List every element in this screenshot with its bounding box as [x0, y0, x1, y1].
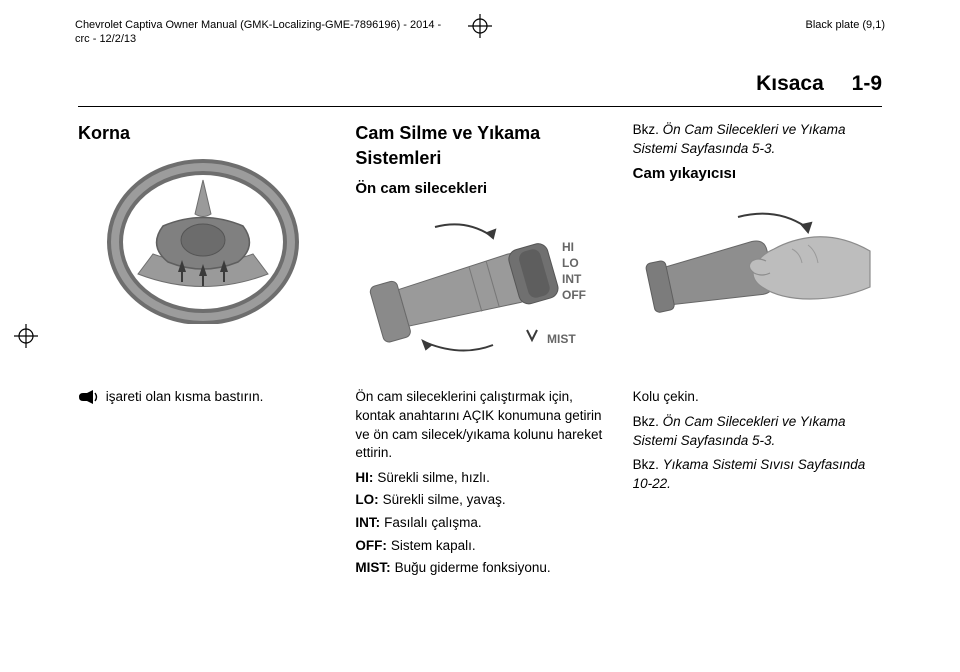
header-left: Chevrolet Captiva Owner Manual (GMK-Loca… [75, 18, 441, 47]
stalk-label-mist: MIST [547, 332, 576, 346]
ref-3-prefix: Bkz. [633, 457, 663, 472]
steering-wheel-illustration [98, 154, 308, 324]
stalk-label-off: OFF [562, 288, 586, 302]
wiper-heading: Cam Silme ve Yıkama Sistemleri [355, 121, 604, 171]
wiper-intro: Ön cam sileceklerini çalıştırmak için, k… [355, 388, 604, 463]
ref-1-prefix: Bkz. [633, 122, 663, 137]
lower-columns: işareti olan kısma bastırın. Ön cam sile… [78, 388, 882, 582]
registration-mark-left [14, 324, 38, 348]
ref-3-link: Yıkama Sistemi Sıvısı Sayfasında 10-22. [633, 457, 866, 491]
header-right: Black plate (9,1) [806, 18, 885, 32]
page-title-row: Kısaca 1-9 [78, 72, 882, 96]
washer-subheading: Cam yıkayıcısı [633, 164, 882, 185]
horn-icon [78, 390, 100, 410]
ref-2-prefix: Bkz. [633, 414, 663, 429]
wiper-stalk-illustration: HI LO INT OFF MIST [365, 205, 595, 370]
def-int: INT:Fasılalı çalışma. [355, 514, 604, 533]
section-name: Kısaca [756, 72, 824, 95]
header-left-line1: Chevrolet Captiva Owner Manual (GMK-Loca… [75, 19, 441, 31]
stalk-label-hi: HI [562, 240, 574, 254]
column-3: Bkz. Ön Cam Silecekleri ve Yıkama Sistem… [633, 121, 882, 380]
upper-columns: Korna Cam Silme ve Yıkama Sistemleri [78, 121, 882, 380]
def-off: OFF:Sistem kapalı. [355, 537, 604, 556]
lower-column-2: Ön cam sileceklerini çalıştırmak için, k… [355, 388, 604, 582]
lower-column-3: Kolu çekin. Bkz. Ön Cam Silecekleri ve Y… [633, 388, 882, 582]
ref-2-link: Ön Cam Silecekleri ve Yıkama Sistemi Say… [633, 414, 846, 448]
page-header: Chevrolet Captiva Owner Manual (GMK-Loca… [75, 18, 885, 47]
column-2: Cam Silme ve Yıkama Sistemleri Ön cam si… [355, 121, 604, 380]
def-hi: HI:Sürekli silme, hızlı. [355, 469, 604, 488]
wiper-definitions: HI:Sürekli silme, hızlı. LO:Sürekli silm… [355, 469, 604, 578]
lower-column-1: işareti olan kısma bastırın. [78, 388, 327, 582]
stalk-label-lo: LO [562, 256, 579, 270]
horn-instruction: işareti olan kısma bastırın. [78, 388, 327, 410]
page-content: Kısaca 1-9 Korna [78, 72, 882, 582]
washer-pull: Kolu çekin. [633, 388, 882, 407]
ref-2: Bkz. Ön Cam Silecekleri ve Yıkama Sistem… [633, 413, 882, 450]
korna-heading: Korna [78, 121, 327, 146]
horn-text: işareti olan kısma bastırın. [106, 389, 264, 404]
header-left-line2: crc - 12/2/13 [75, 33, 136, 45]
title-rule [78, 106, 882, 107]
ref-1-link: Ön Cam Silecekleri ve Yıkama Sistemi Say… [633, 122, 846, 156]
column-1: Korna [78, 121, 327, 380]
page-number: 1-9 [852, 72, 882, 95]
ref-1: Bkz. Ön Cam Silecekleri ve Yıkama Sistem… [633, 121, 882, 158]
def-lo: LO:Sürekli silme, yavaş. [355, 491, 604, 510]
ref-3: Bkz. Yıkama Sistemi Sıvısı Sayfasında 10… [633, 456, 882, 493]
wiper-subheading: Ön cam silecekleri [355, 179, 604, 200]
def-mist: MIST:Buğu giderme fonksiyonu. [355, 559, 604, 578]
stalk-label-int: INT [562, 272, 582, 286]
washer-hand-illustration [642, 191, 872, 341]
